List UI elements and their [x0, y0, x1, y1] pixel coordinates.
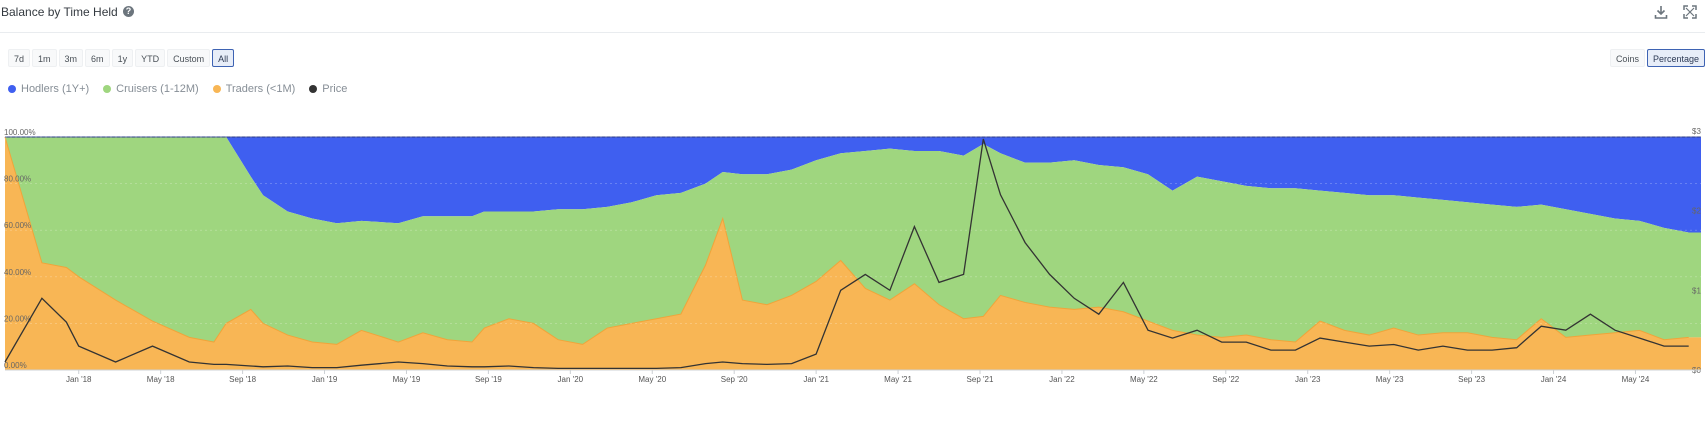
x-tick-label: Jan '24 [1541, 375, 1567, 384]
page-title: Balance by Time Held [1, 5, 118, 19]
x-tick-label: Jan '20 [558, 375, 584, 384]
range-all-button[interactable]: All [212, 49, 235, 67]
legend-dot-traders [212, 85, 221, 93]
range-ytd-button[interactable]: YTD [135, 49, 166, 67]
x-tick-label: Jan '18 [66, 375, 92, 384]
series-area-hodlers [5, 137, 1701, 233]
download-icon[interactable] [1654, 5, 1668, 19]
series-area-cruisers [5, 137, 1701, 345]
legend-item-hodlers[interactable]: Hodlers (1Y+) [8, 83, 89, 95]
fullscreen-icon[interactable] [1683, 5, 1697, 19]
range-3m-button[interactable]: 3m [58, 49, 84, 67]
legend-dot-hodlers [8, 85, 16, 93]
range-7d-button[interactable]: 7d [8, 49, 31, 67]
x-tick-label: Jan '22 [1049, 375, 1075, 384]
x-tick-label: May '21 [884, 375, 912, 384]
legend-item-cruisers[interactable]: Cruisers (1-12M) [103, 83, 199, 95]
x-tick-label: May '20 [638, 375, 666, 384]
balance-chart: 0.00% 20.00% 40.00% 60.00% 80.00% 100.00% $3 $2… [4, 127, 1701, 384]
legend-label-cruisers: Cruisers (1-12M) [116, 83, 199, 95]
y-tick-label: 40.00% [4, 268, 31, 277]
series-line-traders [4, 136, 1689, 345]
x-tick-label: Jan '23 [1295, 375, 1321, 384]
range-1m-button[interactable]: 1m [32, 49, 57, 67]
range-1y-button[interactable]: 1y [111, 49, 134, 67]
y-tick-label: 60.00% [4, 221, 31, 230]
legend-item-price[interactable]: Price [309, 83, 347, 95]
legend-label-price: Price [322, 83, 348, 95]
x-tick-label: Sep '20 [721, 375, 748, 384]
legend-dot-cruisers [103, 85, 112, 93]
x-tick-label: Jan '19 [312, 375, 338, 384]
y-tick-label: 0.00% [4, 361, 27, 370]
y-tick-label: 100.00% [4, 128, 36, 137]
range-custom-button[interactable]: Custom [167, 49, 211, 67]
series-line-price [4, 138, 1689, 370]
range-6m-button[interactable]: 6m [85, 49, 110, 67]
chart-header: Balance by Time Held ? [0, 0, 1705, 33]
mode-coins-button[interactable]: Coins [1609, 49, 1645, 67]
series-area-traders-start [5, 137, 6, 370]
x-tick-label: Sep '22 [1212, 375, 1239, 384]
y-axis: 0.00% 20.00% 40.00% 60.00% 80.00% 100.00% [4, 128, 1701, 371]
x-tick-label: May '18 [147, 375, 175, 384]
series-area-traders [5, 137, 1701, 370]
time-range-selector: 7d 1m 3m 6m 1y YTD Custom All [8, 49, 235, 67]
price-tick-label: $2 [1692, 207, 1701, 216]
display-mode-selector: Coins Percentage [1609, 49, 1705, 67]
question-circle-icon[interactable]: ? [123, 6, 134, 17]
x-tick-label: Sep '19 [475, 375, 502, 384]
x-tick-label: May '19 [393, 375, 421, 384]
price-tick-label: $1 [1692, 286, 1701, 295]
legend-dot-price [309, 85, 318, 93]
legend-label-hodlers: Hodlers (1Y+) [21, 83, 90, 95]
legend-label-traders: Traders (<1M) [225, 83, 296, 95]
x-tick-label: Sep '21 [967, 375, 994, 384]
x-tick-label: Jan '21 [803, 375, 829, 384]
x-tick-label: Sep '23 [1458, 375, 1485, 384]
y-tick-label: 20.00% [4, 314, 31, 323]
x-tick-label: May '24 [1622, 375, 1650, 384]
y-tick-label: 80.00% [4, 175, 31, 184]
legend-item-traders[interactable]: Traders (<1M) [212, 83, 296, 95]
mode-percentage-button[interactable]: Percentage [1646, 49, 1705, 67]
price-tick-label: $3 [1692, 127, 1701, 136]
x-tick-label: May '23 [1376, 375, 1404, 384]
chart-legend: Hodlers (1Y+) Cruisers (1-12M) Traders (… [8, 83, 347, 95]
x-axis: Jan '18 May '18 Sep '18 Jan '19 May '19 Sep '… [5, 369, 1701, 384]
x-tick-label: May '22 [1130, 375, 1158, 384]
x-tick-label: Sep '18 [229, 375, 256, 384]
